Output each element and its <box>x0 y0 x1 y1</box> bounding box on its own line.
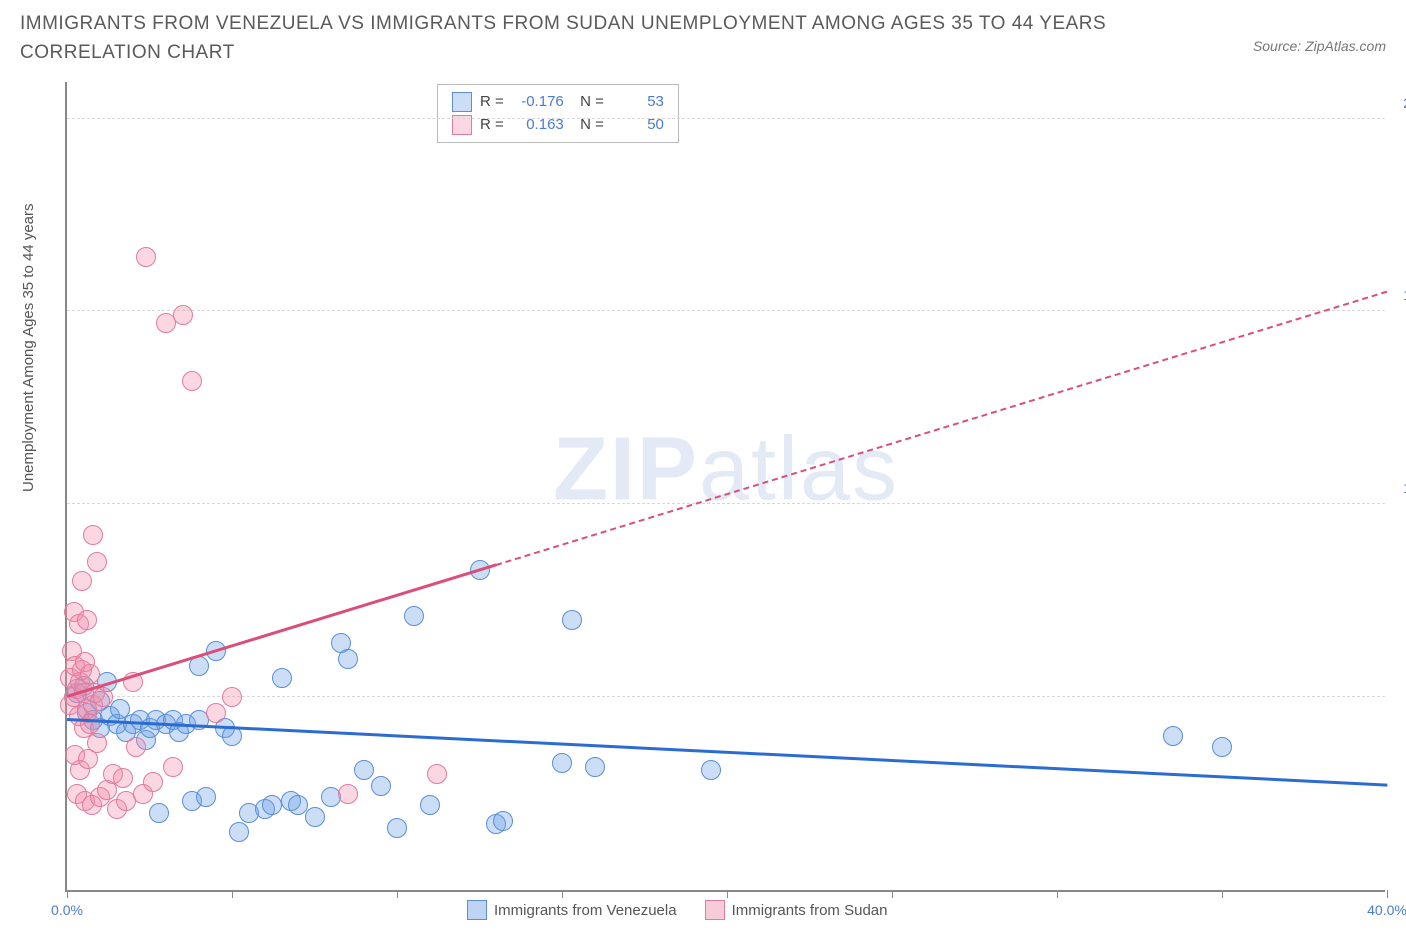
data-point <box>338 784 358 804</box>
n-label: N = <box>572 91 604 114</box>
legend-label-sudan: Immigrants from Sudan <box>732 902 888 919</box>
data-point <box>83 525 103 545</box>
x-tick <box>892 890 893 898</box>
data-point <box>189 656 209 676</box>
gridline-h <box>67 310 1385 311</box>
legend-swatch-venezuela <box>452 92 472 112</box>
chart-header: IMMIGRANTS FROM VENEZUELA VS IMMIGRANTS … <box>10 10 1396 72</box>
data-point <box>354 760 374 780</box>
data-point <box>552 753 572 773</box>
data-point <box>272 668 292 688</box>
data-point <box>701 760 721 780</box>
data-point <box>87 552 107 572</box>
data-point <box>1163 726 1183 746</box>
x-tick <box>397 890 398 898</box>
data-point <box>87 733 107 753</box>
trendline-extrapolated <box>496 290 1388 565</box>
plot-area: ZIPatlas R = -0.176 N = 53 R = 0.163 N =… <box>65 82 1385 892</box>
legend-swatch-venezuela-b <box>467 900 487 920</box>
source-attribution: Source: ZipAtlas.com <box>1253 38 1386 54</box>
legend-swatch-sudan-b <box>705 900 725 920</box>
x-tick <box>562 890 563 898</box>
data-point <box>420 795 440 815</box>
data-point <box>404 606 424 626</box>
r-label: R = <box>480 91 504 114</box>
legend-item-venezuela: Immigrants from Venezuela <box>467 900 677 920</box>
legend-label-venezuela: Immigrants from Venezuela <box>494 902 677 919</box>
watermark-light: atlas <box>699 419 899 519</box>
trendline <box>67 718 1387 786</box>
watermark: ZIPatlas <box>553 418 899 521</box>
data-point <box>262 795 282 815</box>
y-axis-label: Unemployment Among Ages 35 to 44 years <box>20 203 37 492</box>
n-value-0: 53 <box>612 91 664 114</box>
data-point <box>305 807 325 827</box>
chart-title: IMMIGRANTS FROM VENEZUELA VS IMMIGRANTS … <box>20 10 1120 67</box>
legend-bottom: Immigrants from Venezuela Immigrants fro… <box>467 900 887 920</box>
data-point <box>229 822 249 842</box>
data-point <box>562 610 582 630</box>
x-tick <box>232 890 233 898</box>
data-point <box>371 776 391 796</box>
legend-stats: R = -0.176 N = 53 R = 0.163 N = 50 <box>437 84 679 143</box>
data-point <box>72 571 92 591</box>
legend-stats-row-0: R = -0.176 N = 53 <box>452 91 664 114</box>
data-point <box>585 757 605 777</box>
data-point <box>338 649 358 669</box>
data-point <box>427 764 447 784</box>
data-point <box>206 703 226 723</box>
x-tick <box>1222 890 1223 898</box>
data-point <box>196 787 216 807</box>
data-point <box>173 305 193 325</box>
data-point <box>126 737 146 757</box>
data-point <box>80 664 100 684</box>
x-tick <box>67 890 68 898</box>
data-point <box>113 768 133 788</box>
data-point <box>1212 737 1232 757</box>
data-point <box>493 811 513 831</box>
data-point <box>222 687 242 707</box>
gridline-h <box>67 503 1385 504</box>
x-tick-label: 40.0% <box>1367 902 1406 918</box>
data-point <box>163 757 183 777</box>
data-point <box>149 803 169 823</box>
data-point <box>77 610 97 630</box>
gridline-h <box>67 696 1385 697</box>
x-tick-label: 0.0% <box>51 902 83 918</box>
gridline-h <box>67 118 1385 119</box>
r-value-0: -0.176 <box>512 91 564 114</box>
x-tick <box>727 890 728 898</box>
chart-container: Unemployment Among Ages 35 to 44 years Z… <box>10 72 1396 932</box>
data-point <box>387 818 407 838</box>
data-point <box>182 371 202 391</box>
data-point <box>136 247 156 267</box>
data-point <box>143 772 163 792</box>
legend-item-sudan: Immigrants from Sudan <box>705 900 888 920</box>
data-point <box>93 687 113 707</box>
x-tick <box>1387 890 1388 898</box>
x-tick <box>1057 890 1058 898</box>
watermark-bold: ZIP <box>553 419 699 519</box>
data-point <box>80 714 100 734</box>
